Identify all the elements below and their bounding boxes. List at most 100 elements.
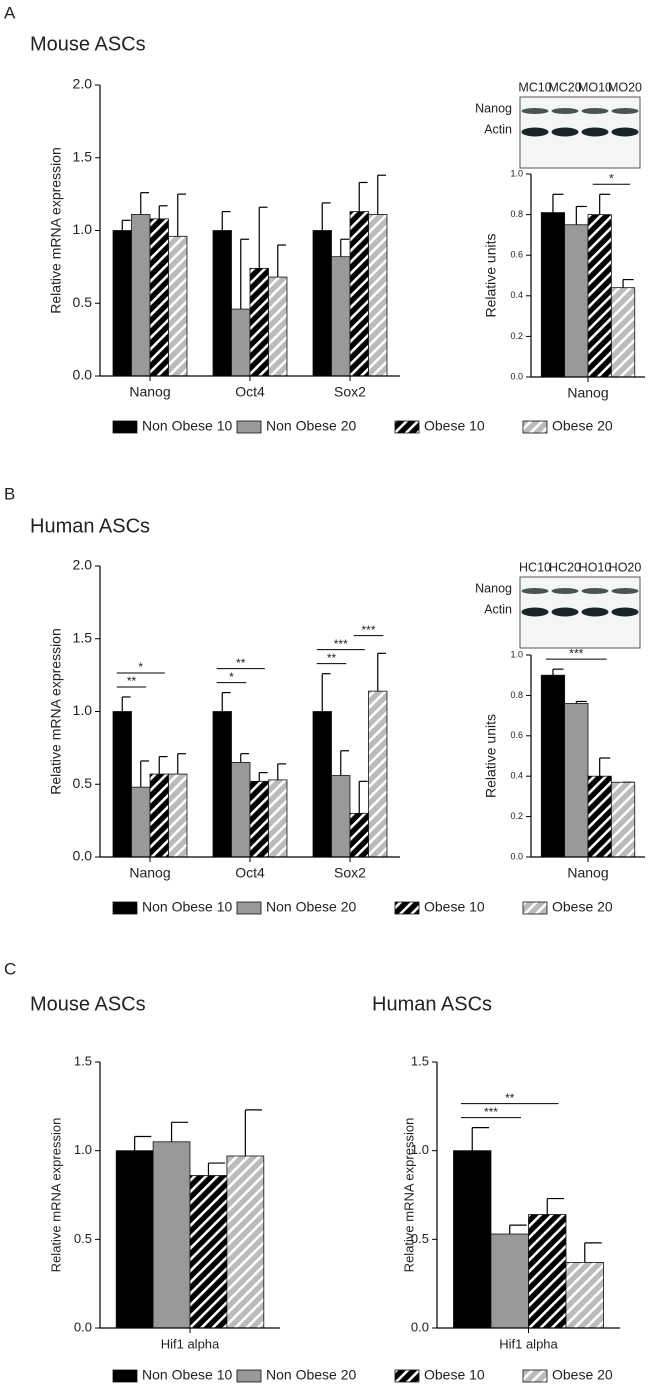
bar — [490, 1233, 529, 1329]
y-tick-label: 2.0 — [73, 557, 93, 573]
legend-swatch — [394, 901, 420, 915]
legend-swatch — [112, 420, 138, 434]
blot-row-label: Actin — [484, 122, 512, 136]
blot-band — [551, 127, 579, 137]
y-tick-label: 2.0 — [73, 76, 93, 92]
legend-label: Non Obese 20 — [266, 1367, 356, 1383]
bar — [231, 762, 251, 858]
x-tick-label: Sox2 — [334, 865, 366, 881]
blot-band — [521, 607, 549, 617]
legend-label: Obese 10 — [424, 1367, 485, 1383]
significance-label: ** — [127, 674, 137, 688]
chart-title: Mouse ASCs — [30, 33, 146, 55]
bar — [231, 308, 251, 377]
bar — [349, 812, 369, 858]
x-tick-label: Nanog — [129, 865, 170, 881]
x-tick-label: Hif1 alpha — [161, 1336, 220, 1351]
y-tick-label: 0.0 — [510, 851, 523, 861]
bar — [212, 711, 232, 858]
bar — [226, 1155, 265, 1329]
y-axis-label: Relative mRNA expression — [48, 1118, 63, 1273]
significance-label: * — [609, 171, 614, 185]
bar — [565, 1261, 604, 1329]
significance-label: ** — [327, 651, 337, 665]
bar — [268, 779, 288, 858]
bar — [131, 786, 151, 858]
y-tick-label: 1.0 — [73, 702, 93, 718]
bar — [587, 775, 612, 858]
y-tick-label: 1.5 — [74, 1053, 92, 1068]
legend-label: Non Obese 20 — [266, 418, 356, 434]
blot-lane-label: MO20 — [608, 80, 642, 94]
legend-label: Non Obese 10 — [142, 418, 232, 434]
y-tick-label: 1.0 — [510, 649, 523, 659]
y-axis-label: Relative mRNA expression — [401, 1118, 416, 1273]
significance-label: *** — [334, 637, 348, 651]
legend-label: Obese 20 — [552, 418, 613, 434]
y-tick-label: 1.5 — [73, 148, 93, 164]
legend-label: Obese 20 — [552, 899, 613, 915]
x-tick-label: Nanog — [567, 865, 608, 881]
legend-label: Non Obese 10 — [142, 1367, 232, 1383]
x-tick-label: Hif1 alpha — [499, 1336, 558, 1351]
blot-band — [551, 588, 579, 594]
y-tick-label: 0.5 — [73, 775, 93, 791]
y-axis-label: Relative mRNA expression — [48, 628, 64, 795]
bar — [564, 703, 589, 858]
blot-lane-label: MC20 — [548, 80, 581, 94]
y-tick-label: 0.5 — [74, 1231, 92, 1246]
y-axis-label: Relative units — [483, 714, 499, 798]
y-tick-label: 1.5 — [73, 629, 93, 645]
legend-swatch — [236, 901, 262, 915]
y-tick-label: 1.5 — [411, 1053, 429, 1068]
bar — [152, 1141, 191, 1329]
x-tick-label: Oct4 — [235, 384, 265, 400]
blot-row-label: Actin — [484, 602, 512, 616]
bar — [368, 214, 388, 377]
bar — [189, 1175, 228, 1329]
y-tick-label: 0.8 — [510, 209, 523, 219]
significance-label: *** — [484, 1105, 498, 1119]
blot-lane-label: HO10 — [579, 560, 612, 574]
bar — [540, 212, 566, 378]
y-tick-label: 0.0 — [411, 1319, 429, 1334]
bar — [331, 256, 351, 377]
legend-label: Non Obese 10 — [142, 899, 232, 915]
x-tick-label: Sox2 — [334, 384, 366, 400]
y-tick-label: 1.0 — [73, 221, 93, 237]
blot-row-label: Nanog — [475, 581, 512, 595]
blot-band — [581, 607, 609, 617]
blot-band — [581, 588, 609, 594]
blot-row-label: Nanog — [475, 101, 512, 115]
legend-swatch — [394, 420, 420, 434]
legend-swatch — [522, 420, 548, 434]
y-tick-label: 1.0 — [74, 1142, 92, 1157]
legend-swatch — [522, 901, 548, 915]
blot-lane-label: HC20 — [549, 560, 581, 574]
blot-band — [521, 108, 549, 114]
blot-band — [581, 108, 609, 114]
significance-label: ** — [505, 1091, 515, 1105]
blot-lane-label: MC10 — [518, 80, 551, 94]
bar — [268, 276, 288, 377]
blot-band — [611, 607, 639, 617]
blot-lane-label: HO20 — [609, 560, 642, 574]
bar — [212, 230, 232, 377]
legend-label: Obese 10 — [424, 899, 485, 915]
blot-band — [611, 588, 639, 594]
bar — [149, 218, 169, 377]
y-axis-label: Relative units — [483, 233, 499, 317]
blot-lane-label: HC10 — [519, 560, 551, 574]
y-tick-label: 0.0 — [73, 367, 93, 383]
bar — [149, 773, 169, 858]
y-tick-label: 1.0 — [510, 168, 523, 178]
legend-swatch — [236, 420, 262, 434]
y-tick-label: 0.5 — [73, 294, 93, 310]
bar — [331, 775, 351, 858]
y-tick-label: 0.6 — [510, 250, 523, 260]
blot-band — [551, 108, 579, 114]
y-axis-label: Relative mRNA expression — [48, 147, 64, 314]
y-tick-label: 0.8 — [510, 690, 523, 700]
